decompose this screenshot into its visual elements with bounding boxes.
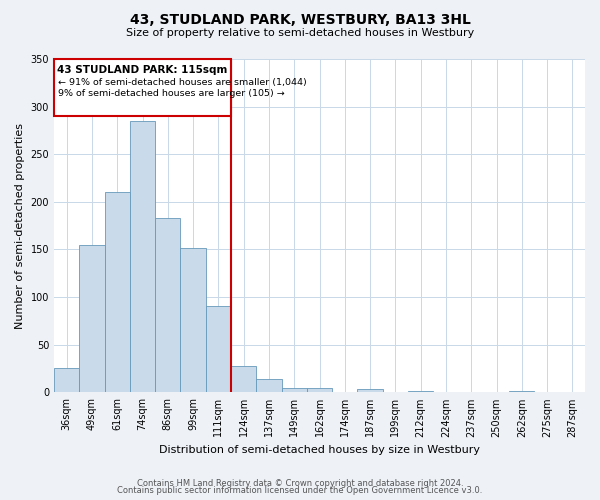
Text: Contains public sector information licensed under the Open Government Licence v3: Contains public sector information licen… bbox=[118, 486, 482, 495]
FancyBboxPatch shape bbox=[54, 59, 231, 116]
Text: ← 91% of semi-detached houses are smaller (1,044): ← 91% of semi-detached houses are smalle… bbox=[58, 78, 307, 87]
Bar bbox=[281, 388, 307, 392]
Bar bbox=[155, 218, 181, 392]
Y-axis label: Number of semi-detached properties: Number of semi-detached properties bbox=[15, 122, 25, 328]
Text: 9% of semi-detached houses are larger (105) →: 9% of semi-detached houses are larger (1… bbox=[58, 90, 284, 98]
Text: Size of property relative to semi-detached houses in Westbury: Size of property relative to semi-detach… bbox=[126, 28, 474, 38]
Bar bbox=[358, 390, 383, 392]
Bar bbox=[206, 306, 231, 392]
Text: Contains HM Land Registry data © Crown copyright and database right 2024.: Contains HM Land Registry data © Crown c… bbox=[137, 478, 463, 488]
X-axis label: Distribution of semi-detached houses by size in Westbury: Distribution of semi-detached houses by … bbox=[159, 445, 480, 455]
Bar bbox=[104, 192, 130, 392]
Bar bbox=[54, 368, 79, 392]
Bar bbox=[307, 388, 332, 392]
Bar bbox=[130, 121, 155, 392]
Bar bbox=[181, 248, 206, 392]
Text: 43, STUDLAND PARK, WESTBURY, BA13 3HL: 43, STUDLAND PARK, WESTBURY, BA13 3HL bbox=[130, 12, 470, 26]
Bar bbox=[256, 379, 281, 392]
Bar bbox=[231, 366, 256, 392]
Bar bbox=[79, 244, 104, 392]
Text: 43 STUDLAND PARK: 115sqm: 43 STUDLAND PARK: 115sqm bbox=[58, 64, 228, 74]
